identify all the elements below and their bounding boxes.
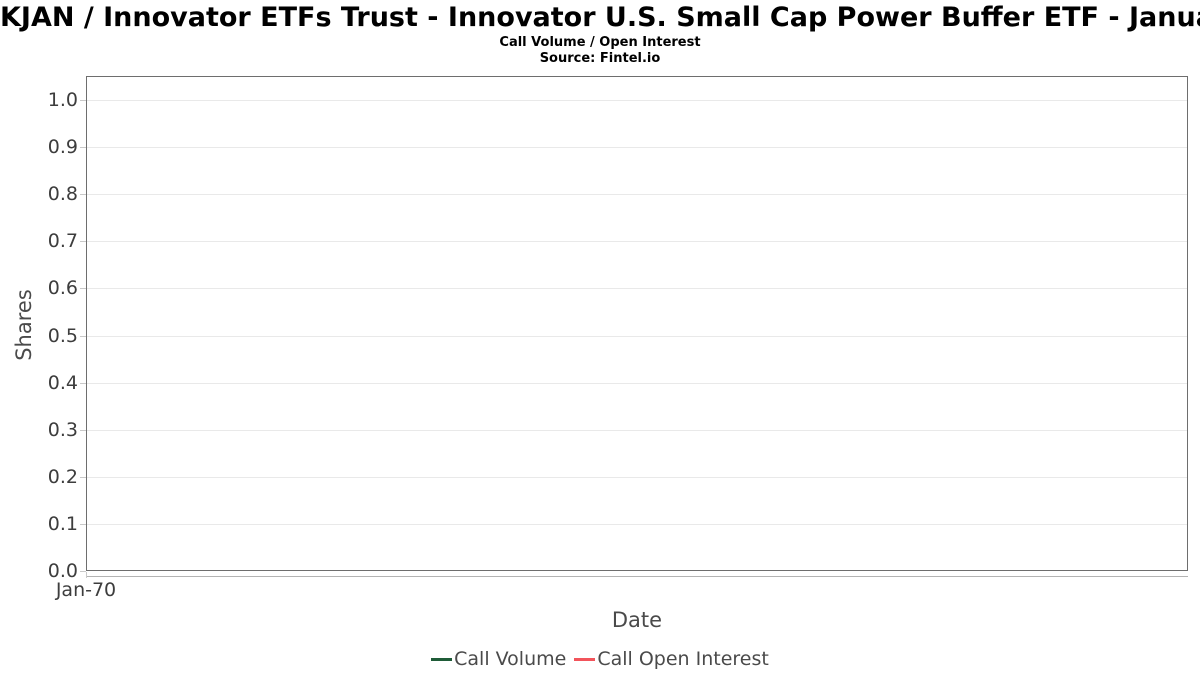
gridline	[87, 241, 1187, 242]
y-tick-label: 0.5	[47, 325, 78, 347]
legend-item-call-volume[interactable]: Call Volume	[431, 648, 566, 670]
y-tick-mark	[80, 241, 86, 242]
y-tick-label: 0.8	[47, 183, 78, 205]
gridline	[87, 194, 1187, 195]
chart-source: Source: Fintel.io	[539, 51, 661, 66]
y-tick-label: 0.4	[47, 372, 78, 394]
legend-label: Call Volume	[454, 648, 567, 670]
legend: Call Volume Call Open Interest	[0, 646, 1200, 672]
y-tick-label: 0.0	[47, 560, 78, 582]
y-tick-mark	[80, 194, 86, 195]
gridline	[87, 288, 1187, 289]
y-tick-mark	[80, 383, 86, 384]
gridline	[87, 383, 1187, 384]
plot-area	[86, 76, 1188, 571]
gridline	[87, 477, 1187, 478]
y-tick-label: 0.3	[47, 419, 78, 441]
y-tick-label: 1.0	[47, 89, 78, 111]
y-tick-mark	[80, 524, 86, 525]
y-tick-label: 0.1	[47, 513, 78, 535]
y-axis-label: Shares	[12, 289, 36, 361]
y-tick-label: 0.9	[47, 136, 78, 158]
y-tick-label: 0.7	[47, 230, 78, 252]
gridline	[87, 100, 1187, 101]
y-tick-mark	[80, 571, 86, 572]
y-tick-mark	[80, 100, 86, 101]
gridline	[87, 524, 1187, 525]
gridline	[87, 336, 1187, 337]
y-tick-mark	[80, 477, 86, 478]
x-axis-baseline	[86, 576, 1188, 577]
gridline	[87, 147, 1187, 148]
legend-line-icon	[574, 657, 596, 661]
y-tick-label: 0.6	[47, 277, 78, 299]
y-tick-label: 0.2	[47, 466, 78, 488]
y-tick-mark	[80, 147, 86, 148]
x-tick-label: Jan-70	[55, 579, 117, 601]
legend-label: Call Open Interest	[597, 648, 769, 670]
chart-title: KJAN / Innovator ETFs Trust - Innovator …	[0, 2, 1200, 33]
legend-item-call-open-interest[interactable]: Call Open Interest	[574, 648, 769, 670]
legend-line-icon	[431, 657, 453, 661]
x-tick-mark	[86, 572, 87, 578]
x-axis-label: Date	[611, 608, 663, 632]
y-tick-mark	[80, 430, 86, 431]
chart-subtitle: Call Volume / Open Interest	[499, 35, 701, 50]
y-tick-mark	[80, 288, 86, 289]
gridline	[87, 430, 1187, 431]
y-tick-mark	[80, 336, 86, 337]
